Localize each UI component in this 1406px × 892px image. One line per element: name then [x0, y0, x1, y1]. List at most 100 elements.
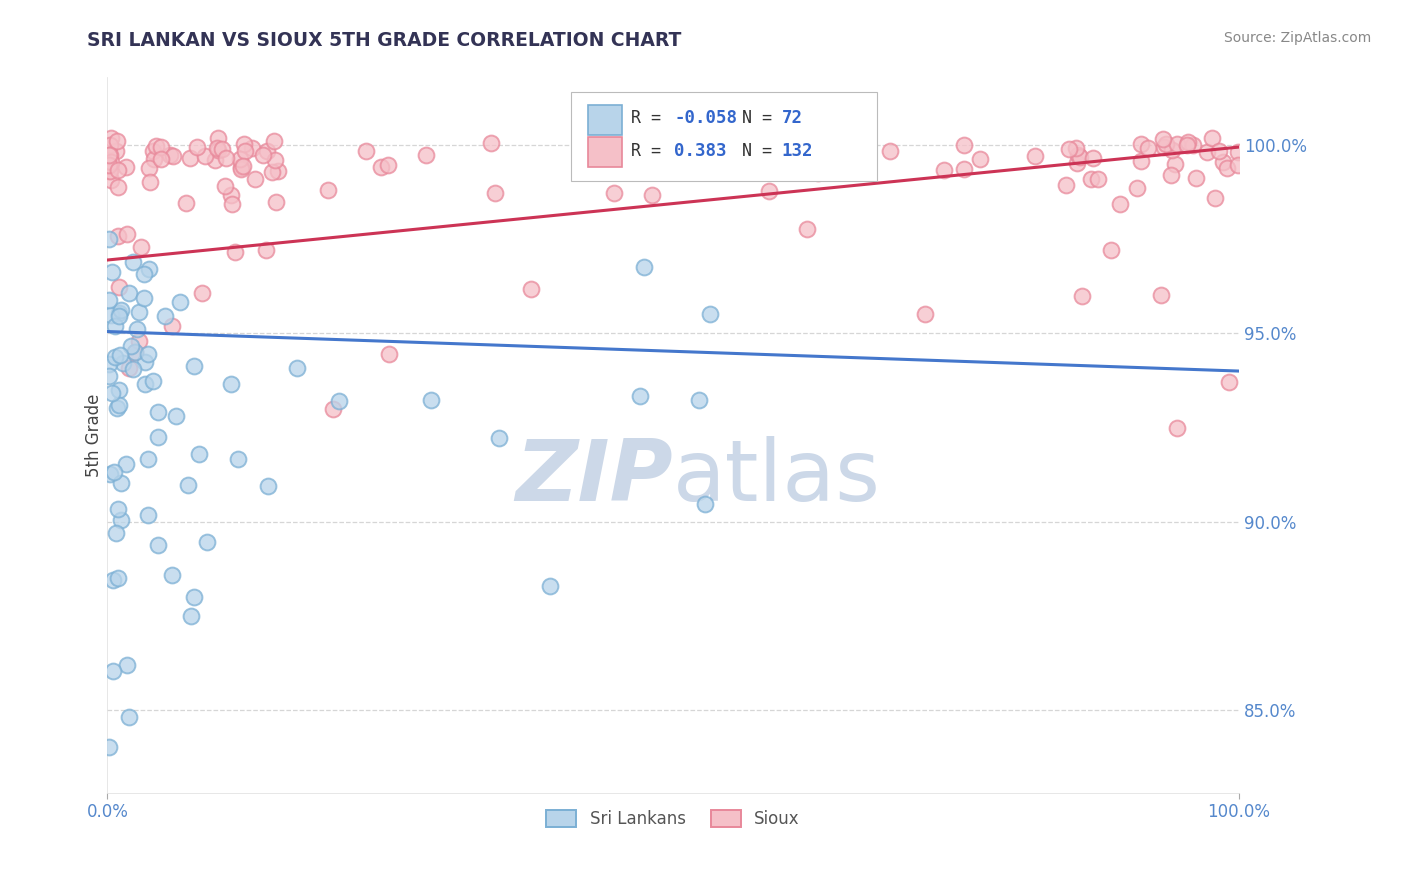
Point: [138, 452, 160, 467]
Point: [118, 360, 141, 375]
Point: [914, 307, 936, 321]
Point: [207, 141, 229, 155]
Point: [761, 140, 783, 154]
Point: [107, 571, 129, 585]
Point: [1081, 151, 1104, 165]
Text: 72: 72: [782, 109, 803, 128]
Point: [103, 664, 125, 678]
Point: [105, 401, 128, 415]
Point: [1137, 141, 1160, 155]
Point: [267, 163, 290, 178]
Point: [162, 149, 184, 163]
Point: [98, 467, 121, 481]
Point: [934, 163, 956, 178]
Point: [221, 187, 243, 202]
Point: [1182, 138, 1205, 153]
Point: [128, 304, 150, 318]
Point: [420, 393, 443, 408]
Point: [142, 374, 165, 388]
Text: 0.383: 0.383: [675, 142, 727, 160]
Point: [652, 140, 675, 154]
Point: [136, 346, 159, 360]
Point: [188, 447, 211, 461]
Point: [742, 146, 765, 161]
Point: [110, 513, 132, 527]
Point: [232, 137, 254, 152]
Point: [879, 144, 901, 158]
Point: [100, 308, 122, 322]
Text: -0.058: -0.058: [675, 109, 737, 128]
Point: [1164, 157, 1187, 171]
Point: [224, 245, 246, 260]
Point: [146, 404, 169, 418]
Point: [1080, 172, 1102, 186]
Point: [794, 148, 817, 162]
Point: [179, 151, 201, 165]
Point: [112, 356, 135, 370]
Point: [120, 339, 142, 353]
Point: [132, 291, 155, 305]
Point: [214, 179, 236, 194]
Point: [136, 508, 159, 522]
Point: [204, 153, 226, 168]
Point: [97, 740, 120, 755]
Point: [1175, 138, 1198, 153]
Point: [104, 319, 127, 334]
Point: [228, 152, 250, 166]
Point: [588, 154, 610, 169]
Point: [110, 303, 132, 318]
Point: [1054, 178, 1077, 192]
Point: [641, 187, 664, 202]
Point: [146, 538, 169, 552]
Point: [100, 265, 122, 279]
Point: [807, 166, 830, 180]
Point: [118, 710, 141, 724]
Point: [97, 293, 120, 308]
Point: [257, 479, 280, 493]
Point: [725, 133, 748, 147]
Point: [260, 164, 283, 178]
Point: [1212, 154, 1234, 169]
Point: [169, 294, 191, 309]
Point: [1069, 150, 1091, 164]
Point: [104, 350, 127, 364]
Point: [1166, 420, 1188, 434]
Point: [108, 309, 131, 323]
Point: [328, 394, 350, 409]
Point: [758, 184, 780, 198]
Point: [183, 591, 205, 605]
Point: [186, 140, 208, 154]
Point: [129, 240, 152, 254]
Point: [134, 354, 156, 368]
Point: [107, 134, 129, 148]
Point: [263, 134, 285, 148]
Point: [142, 145, 165, 159]
Point: [1177, 135, 1199, 149]
Point: [1154, 137, 1177, 152]
Point: [207, 130, 229, 145]
Point: [1166, 136, 1188, 151]
Point: [370, 160, 392, 174]
Point: [108, 348, 131, 362]
Point: [107, 501, 129, 516]
Point: [149, 152, 172, 166]
Point: [101, 574, 124, 588]
Point: [138, 176, 160, 190]
Point: [100, 154, 122, 169]
Point: [226, 451, 249, 466]
Point: [1070, 289, 1092, 303]
Point: [97, 232, 120, 246]
Point: [101, 386, 124, 401]
Point: [804, 154, 827, 169]
Point: [124, 345, 146, 359]
Point: [153, 309, 176, 323]
Point: [159, 148, 181, 162]
Point: [688, 392, 710, 407]
Point: [1129, 153, 1152, 168]
Point: [1109, 196, 1132, 211]
Point: [316, 183, 339, 197]
Point: [104, 526, 127, 541]
Point: [115, 657, 138, 672]
Point: [221, 197, 243, 211]
Point: [117, 227, 139, 241]
